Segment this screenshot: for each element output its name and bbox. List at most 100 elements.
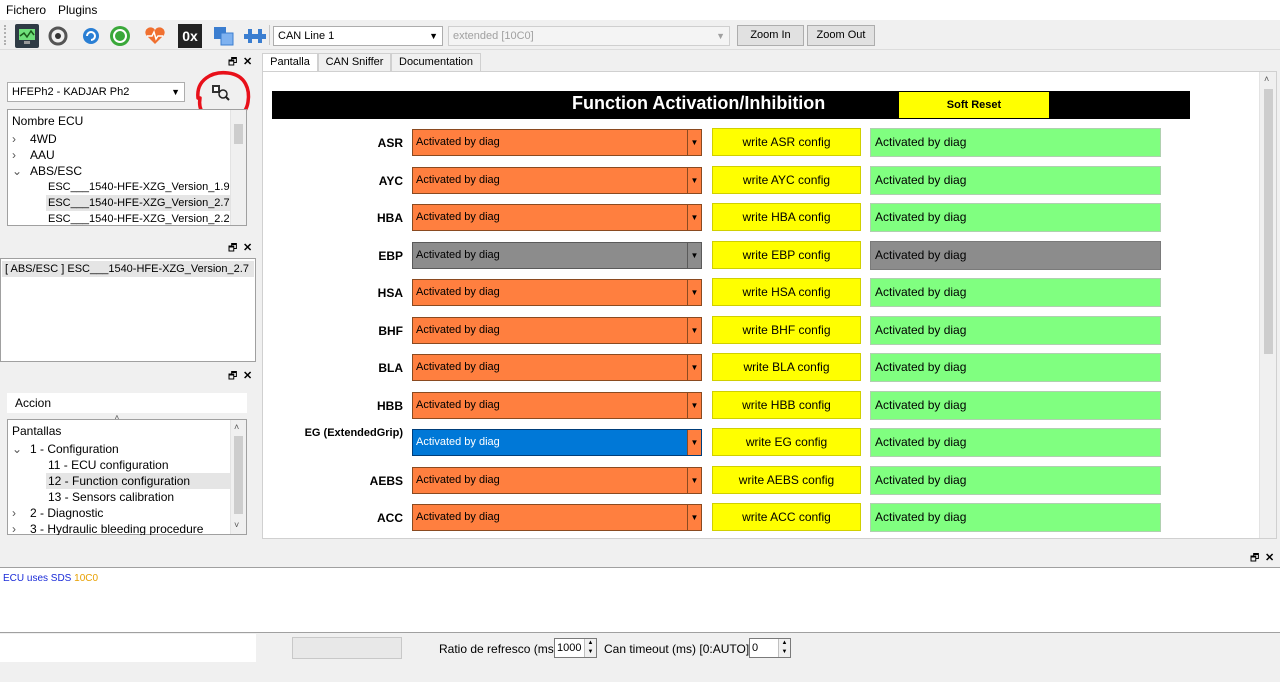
- network-icon[interactable]: [243, 24, 267, 48]
- function-mode-select[interactable]: Activated by diag ▼: [412, 467, 702, 494]
- chevron-down-icon: ▼: [687, 280, 701, 305]
- function-status: Activated by diag: [870, 203, 1161, 232]
- tab-can-sniffer[interactable]: CAN Sniffer: [318, 53, 391, 71]
- monitor-icon[interactable]: [15, 24, 39, 48]
- action-header: Accion: [7, 393, 247, 413]
- float-icon[interactable]: 🗗: [228, 371, 238, 382]
- tab-pantalla[interactable]: Pantalla: [262, 53, 318, 72]
- function-mode-select[interactable]: Activated by diag ▼: [412, 354, 702, 381]
- function-row: ASR Activated by diag ▼ write ASR config Act…: [263, 128, 1263, 158]
- connect-icon[interactable]: [108, 24, 132, 48]
- ecu-tree-item-version-2-7[interactable]: ESC___1540-HFE-XZG_Version_2.7: [46, 195, 230, 211]
- ecu-tree-scrollbar[interactable]: [230, 110, 246, 225]
- health-icon[interactable]: [143, 24, 167, 48]
- frame-mode-select: extended [10C0] ▼: [448, 26, 730, 46]
- ecu-scan-icon[interactable]: [212, 24, 236, 48]
- write-config-button[interactable]: write EG config: [712, 428, 861, 456]
- scrollbar-thumb[interactable]: [1264, 89, 1273, 354]
- search-icon: [212, 85, 230, 101]
- ecu-tree-item-aau[interactable]: › AAU: [12, 148, 55, 162]
- screen-scrollbar[interactable]: ˄: [1259, 72, 1276, 538]
- float-icon[interactable]: 🗗: [228, 57, 238, 68]
- screens-tree-scrollbar[interactable]: ˄ ˅: [230, 420, 246, 534]
- zoom-out-button[interactable]: Zoom Out: [807, 25, 875, 46]
- chevron-down-icon: ▼: [687, 243, 701, 268]
- write-config-button[interactable]: write HBB config: [712, 391, 861, 419]
- screen-item-ecu-configuration[interactable]: 11 - ECU configuration: [48, 458, 169, 472]
- function-row: EG (ExtendedGrip) Activated by diag ▼ write…: [263, 427, 1263, 458]
- function-label: HSA: [377, 286, 403, 300]
- zoom-in-button[interactable]: Zoom In: [737, 25, 804, 46]
- chevron-down-icon: ▼: [687, 130, 701, 155]
- vehicle-select[interactable]: HFEPh2 - KADJAR Ph2 ▼: [7, 82, 185, 102]
- function-mode-select[interactable]: Activated by diag ▼: [412, 167, 702, 194]
- menu-fichero[interactable]: Fichero: [6, 3, 47, 17]
- screen-item-function-configuration[interactable]: 12 - Function configuration: [46, 473, 230, 489]
- write-config-button[interactable]: write AYC config: [712, 166, 861, 194]
- function-label: EBP: [378, 249, 403, 263]
- function-label: ASR: [377, 136, 403, 150]
- function-status: Activated by diag: [870, 428, 1161, 457]
- engine-icon[interactable]: [46, 24, 70, 48]
- screen-item-hydraulic-bleeding[interactable]: › 3 - Hydraulic bleeding procedure: [12, 522, 204, 535]
- scroll-up-icon[interactable]: ˄: [234, 422, 240, 432]
- function-row: BHF Activated by diag ▼ write BHF config Act…: [263, 316, 1263, 346]
- progress-bar: [292, 637, 402, 659]
- function-status: Activated by diag: [870, 316, 1161, 345]
- chevron-down-icon: ▼: [687, 318, 701, 343]
- scrollbar-thumb[interactable]: [234, 124, 243, 144]
- ecu-tree-item-version-2-2[interactable]: ESC___1540-HFE-XZG_Version_2.2: [48, 213, 230, 225]
- screen-item-sensors-calibration[interactable]: 13 - Sensors calibration: [48, 490, 175, 504]
- chevron-up-icon: ˄: [114, 413, 120, 424]
- function-mode-select[interactable]: Activated by diag ▼: [412, 129, 702, 156]
- write-config-button[interactable]: write AEBS config: [712, 466, 861, 494]
- spinner-arrows-icon[interactable]: ▲ ▼: [584, 639, 596, 657]
- function-mode-select[interactable]: Activated by diag ▼: [412, 504, 702, 531]
- scrollbar-thumb[interactable]: [234, 436, 243, 514]
- function-mode-select[interactable]: Activated by diag ▼: [412, 317, 702, 344]
- close-icon[interactable]: ✕: [243, 56, 253, 68]
- function-mode-select[interactable]: Activated by diag ▼: [412, 204, 702, 231]
- screen-item-diagnostic[interactable]: › 2 - Diagnostic: [12, 506, 104, 520]
- function-row: BLA Activated by diag ▼ write BLA config Act…: [263, 353, 1263, 383]
- ecu-tree-item-4wd[interactable]: › 4WD: [12, 132, 57, 146]
- function-mode-value: Activated by diag: [416, 511, 500, 523]
- function-mode-select[interactable]: Activated by diag ▼: [412, 392, 702, 419]
- write-config-button[interactable]: write EBP config: [712, 241, 861, 269]
- function-label: HBB: [377, 399, 403, 413]
- write-config-button[interactable]: write BHF config: [712, 316, 861, 344]
- screen-item-configuration[interactable]: ⌄ 1 - Configuration: [12, 442, 119, 456]
- function-mode-select[interactable]: Activated by diag ▼: [412, 429, 702, 456]
- spinner-arrows-icon[interactable]: ▲ ▼: [778, 639, 790, 657]
- toolbar-grip: [4, 25, 8, 45]
- close-icon[interactable]: ✕: [1265, 552, 1275, 564]
- selected-ecu-item[interactable]: [ ABS/ESC ] ESC___1540-HFE-XZG_Version_2…: [2, 261, 254, 277]
- statusbar-blank: [0, 634, 256, 662]
- hex-icon[interactable]: 0x: [178, 24, 202, 48]
- ecu-search-button[interactable]: [196, 80, 244, 104]
- refresh-icon[interactable]: [79, 24, 103, 48]
- float-icon[interactable]: 🗗: [1250, 553, 1260, 564]
- soft-reset-button[interactable]: Soft Reset: [899, 92, 1049, 118]
- write-config-button[interactable]: write ACC config: [712, 503, 861, 531]
- float-icon[interactable]: 🗗: [228, 243, 238, 254]
- write-config-button[interactable]: write HBA config: [712, 203, 861, 231]
- can-timeout-input[interactable]: 0 ▲ ▼: [749, 638, 791, 658]
- refresh-rate-input[interactable]: 1000 ▲ ▼: [554, 638, 597, 658]
- chevron-down-icon: ▼: [687, 355, 701, 380]
- write-config-button[interactable]: write ASR config: [712, 128, 861, 156]
- close-icon[interactable]: ✕: [243, 370, 253, 382]
- tab-documentation[interactable]: Documentation: [391, 53, 481, 71]
- write-config-button[interactable]: write BLA config: [712, 353, 861, 381]
- write-config-button[interactable]: write HSA config: [712, 278, 861, 306]
- menu-plugins[interactable]: Plugins: [58, 3, 98, 17]
- close-icon[interactable]: ✕: [243, 242, 253, 254]
- chevron-down-icon: ▼: [687, 468, 701, 493]
- function-mode-value: Activated by diag: [416, 436, 500, 448]
- scroll-up-icon[interactable]: ˄: [1264, 74, 1270, 84]
- can-line-select[interactable]: CAN Line 1 ▼: [273, 26, 443, 46]
- ecu-tree-item-abs-esc[interactable]: ⌄ ABS/ESC: [12, 164, 83, 178]
- function-mode-select[interactable]: Activated by diag ▼: [412, 279, 702, 306]
- ecu-tree-item-version-1-9[interactable]: ESC___1540-HFE-XZG_Version_1.9: [48, 181, 230, 193]
- scroll-down-icon[interactable]: ˅: [234, 520, 240, 530]
